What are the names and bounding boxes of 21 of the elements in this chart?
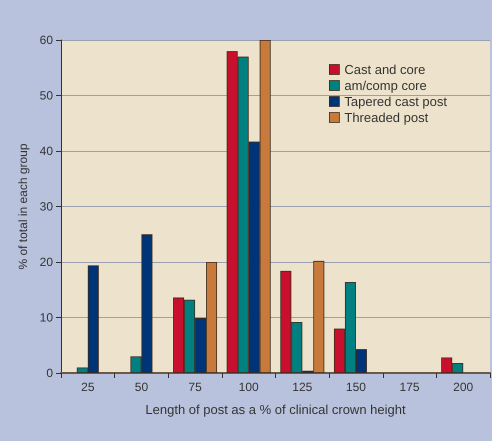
y-tick-label: 60 — [40, 33, 54, 47]
x-tick-label: 175 — [400, 380, 420, 394]
y-axis-title: % of total in each group — [16, 143, 30, 270]
legend-label: am/comp core — [344, 78, 427, 93]
x-tick-label: 50 — [134, 380, 148, 394]
x-axis-title: Length of post as a % of clinical crown height — [145, 402, 406, 417]
x-tick-label: 200 — [453, 380, 474, 394]
y-tick-label: 30 — [40, 200, 54, 214]
x-tick-label: 150 — [346, 380, 366, 394]
y-tick-label: 20 — [40, 255, 54, 269]
x-tick-label: 25 — [81, 380, 95, 394]
x-tick-label: 100 — [238, 380, 260, 394]
x-tick-label: 125 — [292, 380, 313, 394]
legend-label: Cast and core — [344, 62, 426, 77]
y-tick-label: 40 — [40, 144, 54, 158]
y-tick-label: 10 — [40, 310, 54, 324]
y-tick-label: 0 — [46, 366, 54, 380]
legend-label: Tapered cast post — [344, 94, 448, 109]
y-tick-label: 50 — [40, 88, 54, 102]
x-tick-label: 75 — [188, 380, 202, 394]
legend-label: Threaded post — [344, 110, 429, 125]
